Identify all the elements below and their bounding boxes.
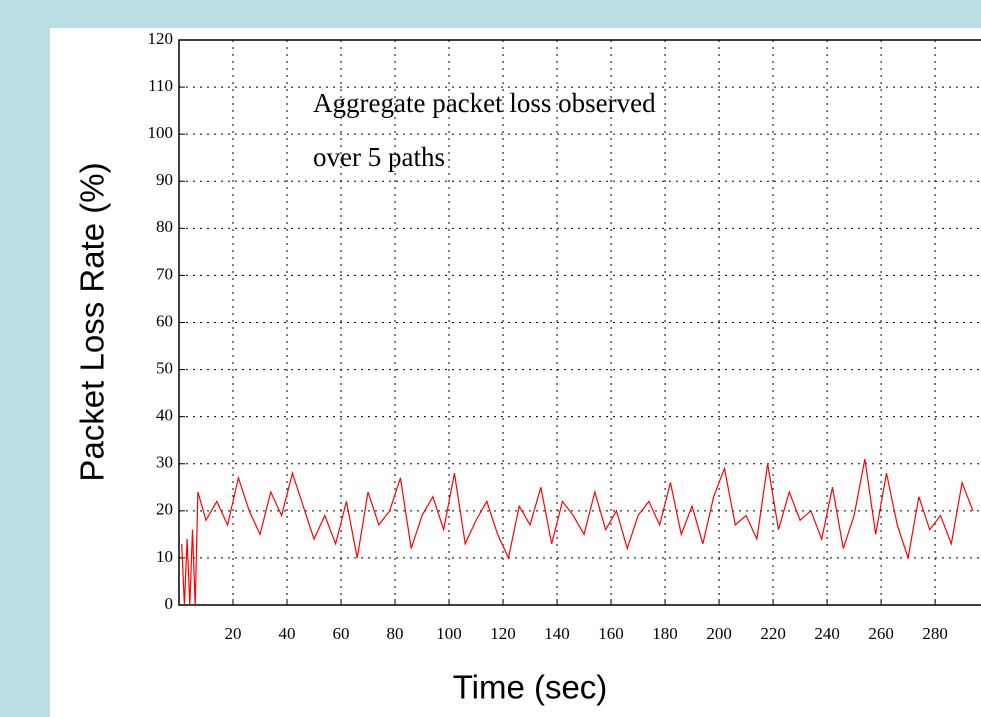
x-tick-label: 280 bbox=[922, 624, 948, 643]
x-tick-label: 140 bbox=[544, 624, 570, 643]
x-tick-label: 180 bbox=[652, 624, 678, 643]
y-tick-label: 70 bbox=[156, 264, 173, 283]
y-tick-label: 40 bbox=[156, 406, 173, 425]
y-tick-label: 80 bbox=[156, 217, 173, 236]
x-axis-label: Time (sec) bbox=[453, 669, 608, 706]
data-line bbox=[181, 458, 974, 606]
x-tick-label: 260 bbox=[868, 624, 894, 643]
y-tick-label: 90 bbox=[156, 170, 173, 189]
y-tick-label: 110 bbox=[148, 76, 173, 95]
y-tick-label: 30 bbox=[156, 453, 173, 472]
annotation: Aggregate packet loss observed bbox=[313, 88, 656, 118]
x-tick-label: 80 bbox=[387, 624, 404, 643]
x-tick-label: 160 bbox=[598, 624, 624, 643]
annotation: over 5 paths bbox=[313, 142, 445, 172]
axis-frame bbox=[178, 39, 981, 606]
x-tick-label: 240 bbox=[814, 624, 840, 643]
x-tick-label: 60 bbox=[333, 624, 350, 643]
y-tick-label: 10 bbox=[156, 547, 173, 566]
y-tick-label: 60 bbox=[156, 311, 173, 330]
x-tick-label: 200 bbox=[706, 624, 732, 643]
y-tick-label: 20 bbox=[156, 500, 173, 519]
y-axis-label: Packet Loss Rate (%) bbox=[74, 162, 111, 481]
x-tick-label: 100 bbox=[436, 624, 462, 643]
x-tick-label: 120 bbox=[490, 624, 516, 643]
x-tick-label: 220 bbox=[760, 624, 786, 643]
y-tick-label: 120 bbox=[148, 29, 174, 48]
y-tick-label: 0 bbox=[165, 594, 174, 613]
x-tick-label: 20 bbox=[225, 624, 242, 643]
x-tick-label: 40 bbox=[279, 624, 296, 643]
y-tick-label: 50 bbox=[156, 358, 173, 377]
panel bbox=[50, 28, 981, 717]
y-tick-label: 100 bbox=[148, 123, 174, 142]
